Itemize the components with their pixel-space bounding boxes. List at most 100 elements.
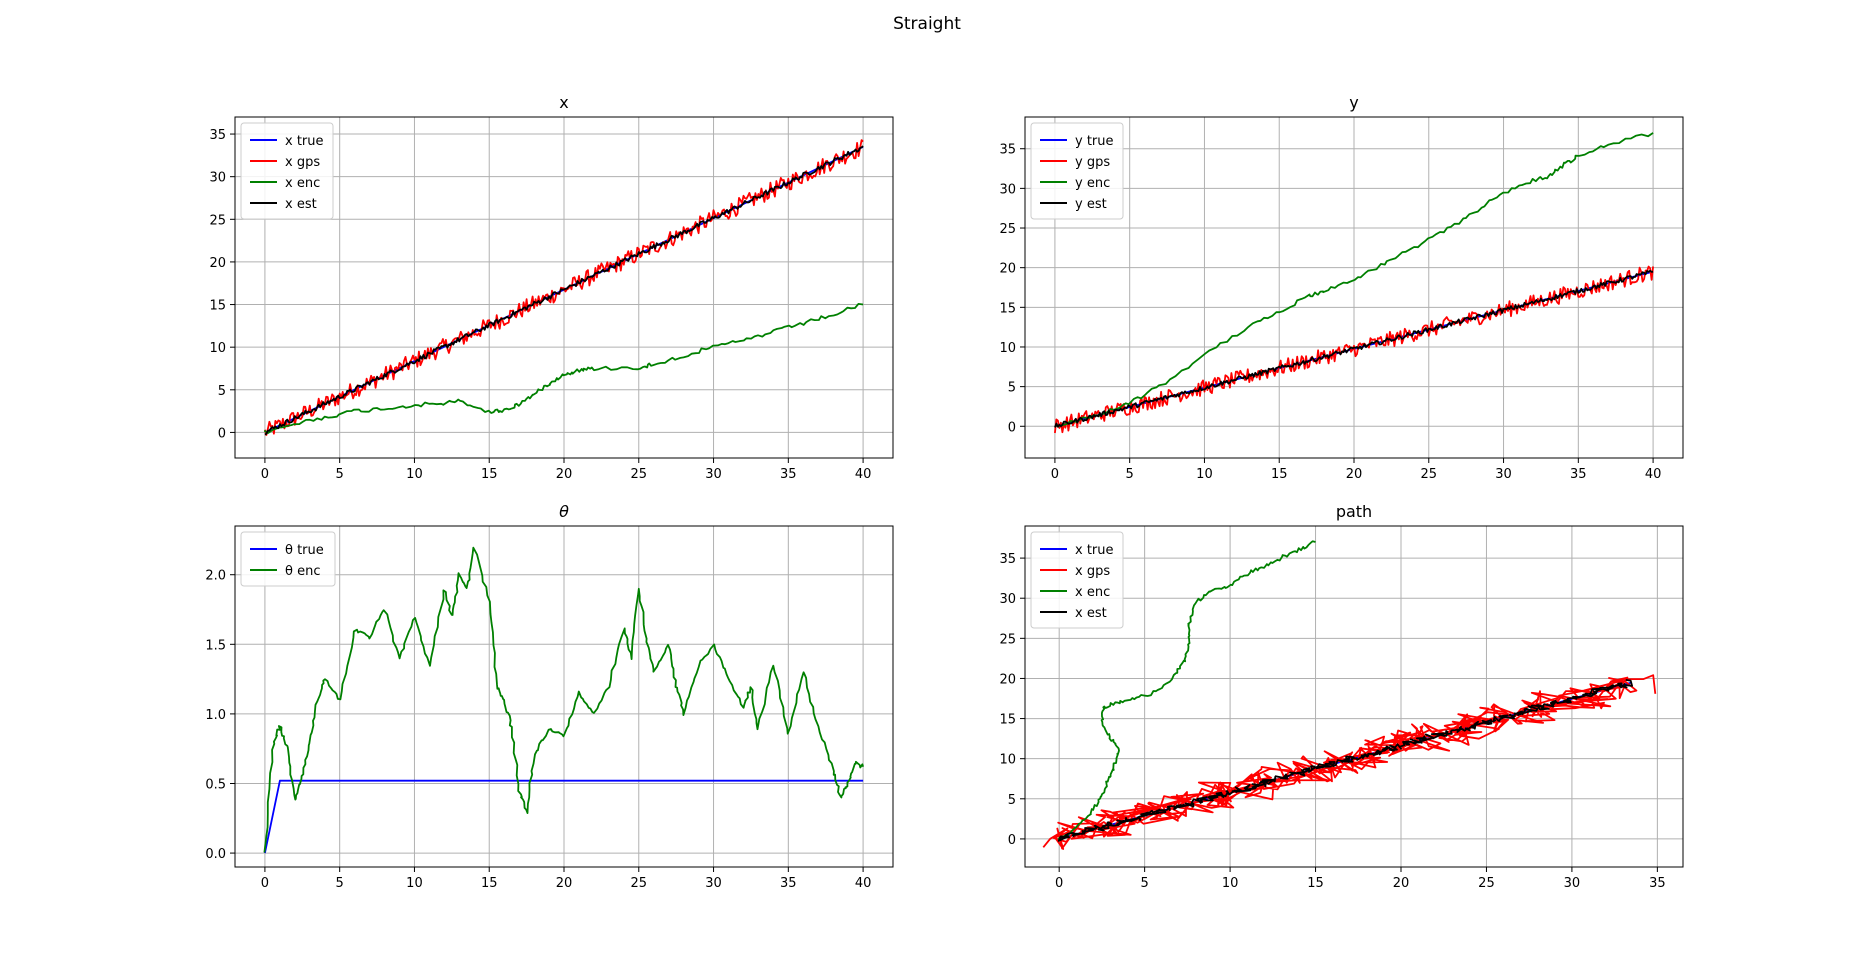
series-line-enc [263, 302, 864, 434]
x-tick-label: 0 [1055, 876, 1063, 891]
series-line-enc [263, 546, 864, 853]
y-tick-label: 30 [999, 182, 1016, 197]
y-tick-label: 25 [999, 632, 1016, 647]
x-tick-label: 20 [1393, 876, 1410, 891]
x-tick-label: 15 [1271, 467, 1288, 482]
y-tick-label: 10 [209, 341, 226, 356]
legend-box [240, 531, 336, 587]
x-tick-label: 0 [261, 876, 269, 891]
legend-label: x est [1075, 606, 1107, 621]
x-tick-label: 10 [406, 467, 423, 482]
subplot-theta: 0 5 10 15 20 25 30 35 400.00.51.01.52.0θθ trueθ … [205, 502, 894, 891]
series-line-enc [1057, 540, 1316, 841]
legend: θ true θ enc [240, 531, 336, 587]
x-tick-label: 25 [630, 876, 647, 891]
y-tick-label: 1.0 [205, 708, 226, 723]
legend-label: x gps [1075, 564, 1110, 579]
y-tick-label: 2.0 [205, 569, 226, 584]
series-group [1054, 132, 1654, 434]
y-tick-label: 35 [999, 552, 1016, 567]
legend-label: x est [285, 197, 317, 212]
legend-box [1030, 122, 1124, 220]
y-tick-label: 5 [218, 384, 226, 399]
legend-label: y gps [1075, 155, 1110, 170]
axes-frame [234, 525, 894, 868]
y-tick-label: 20 [999, 262, 1016, 277]
x-tick-label: 5 [336, 876, 344, 891]
legend-label: x gps [285, 155, 320, 170]
axes-frame [1024, 116, 1684, 459]
subplot-y: 0 5 10 15 20 25 30 35 40 0 5 10 15 20 25 30 35 y y true y g… [999, 93, 1684, 482]
series-group [263, 139, 864, 436]
y-tick-label: 25 [209, 213, 226, 228]
x-tick-label: 10 [406, 876, 423, 891]
series-line-true [264, 779, 864, 854]
x-tick-label: 35 [1649, 876, 1666, 891]
subplot-title: θ [559, 502, 569, 521]
y-tick-label: 15 [999, 713, 1016, 728]
x-tick-label: 20 [556, 876, 573, 891]
y-tick-label: 35 [999, 143, 1016, 158]
y-tick-label: 0 [1008, 833, 1016, 848]
y-tick-label: 20 [999, 672, 1016, 687]
subplot-title: x [559, 93, 568, 112]
x-tick-label: 30 [1564, 876, 1581, 891]
series-line-gps [264, 139, 864, 436]
y-tick-label: 5 [1008, 381, 1016, 396]
x-tick-label: 40 [1645, 467, 1662, 482]
x-tick-label: 0 [1051, 467, 1059, 482]
y-tick-label: 30 [209, 171, 226, 186]
x-tick-label: 15 [1307, 876, 1324, 891]
y-tick-label: 30 [999, 592, 1016, 607]
subplot-x: 0 5 10 15 20 25 30 35 40 0 5 10 15 20 25 30 35 x x true x g… [209, 93, 894, 482]
y-tick-label: 10 [999, 753, 1016, 768]
x-tick-label: 10 [1196, 467, 1213, 482]
figure-title: Straight [893, 14, 961, 34]
y-tick-label: 0 [1008, 420, 1016, 435]
x-tick-label: 35 [780, 876, 797, 891]
series-group [1042, 540, 1657, 850]
y-tick-label: 20 [209, 256, 226, 271]
legend-label: y true [1075, 134, 1114, 149]
y-tick-label: 15 [209, 299, 226, 314]
series-line-gps [1054, 265, 1654, 434]
series-group [263, 546, 864, 854]
y-tick-label: 0 [218, 426, 226, 441]
series-line-est [264, 145, 864, 436]
x-tick-label: 15 [481, 876, 498, 891]
legend-label: θ true [285, 543, 324, 558]
axes-frame [234, 116, 894, 459]
y-tick-label: 1.5 [205, 638, 226, 653]
y-tick-label: 0.0 [205, 847, 226, 862]
x-tick-label: 15 [481, 467, 498, 482]
subplot-title: y [1349, 93, 1358, 112]
axes-frame [1024, 525, 1684, 868]
x-tick-label: 5 [336, 467, 344, 482]
x-tick-label: 30 [705, 467, 722, 482]
x-tick-label: 5 [1126, 467, 1134, 482]
series-line-enc [1055, 132, 1654, 427]
y-tick-label: 35 [209, 128, 226, 143]
x-tick-label: 25 [1478, 876, 1495, 891]
y-tick-label: 15 [999, 301, 1016, 316]
x-tick-label: 40 [855, 876, 872, 891]
x-tick-label: 0 [261, 467, 269, 482]
y-tick-label: 10 [999, 341, 1016, 356]
x-tick-label: 35 [780, 467, 797, 482]
x-tick-label: 20 [556, 467, 573, 482]
x-tick-label: 25 [1420, 467, 1437, 482]
y-tick-label: 0.5 [205, 777, 226, 792]
subplot-title: path [1336, 502, 1372, 521]
legend-box [240, 122, 334, 220]
legend-label: x true [285, 134, 324, 149]
x-tick-label: 25 [630, 467, 647, 482]
y-tick-label: 5 [1008, 793, 1016, 808]
legend-label: x enc [1075, 585, 1110, 600]
legend-box [1030, 531, 1124, 629]
legend-label: θ enc [285, 564, 320, 579]
x-tick-label: 30 [705, 876, 722, 891]
x-tick-label: 10 [1222, 876, 1239, 891]
x-tick-label: 30 [1495, 467, 1512, 482]
x-tick-label: 40 [855, 467, 872, 482]
